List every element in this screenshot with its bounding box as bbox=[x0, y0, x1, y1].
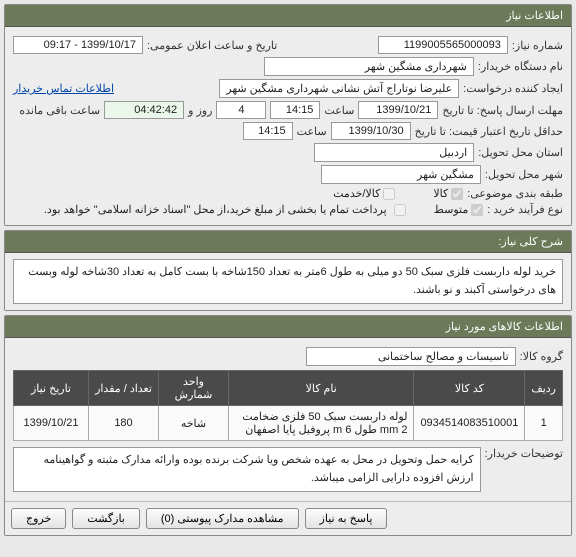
cell-date: 1399/10/21 bbox=[14, 406, 89, 441]
group-label: گروه کالا: bbox=[520, 350, 563, 363]
attachments-button[interactable]: مشاهده مدارک پیوستی (0) bbox=[146, 508, 299, 529]
table-row: 1 0934514083510001 لوله داربست سبک 50 فل… bbox=[14, 406, 563, 441]
chk-mid bbox=[471, 204, 483, 216]
validity-time: 14:15 bbox=[243, 122, 293, 140]
countdown: 04:42:42 bbox=[104, 101, 184, 119]
back-button[interactable]: بازگشت bbox=[72, 508, 140, 529]
chk-mid-wrap: متوسط bbox=[434, 203, 484, 216]
chk-goods bbox=[451, 188, 463, 200]
buyer-org-label: نام دستگاه خریدار: bbox=[478, 60, 563, 73]
need-desc-body: خرید لوله داربست فلزی سبک 50 دو میلی به … bbox=[5, 253, 571, 310]
cell-unit: شاخه bbox=[159, 406, 229, 441]
chk-note bbox=[394, 204, 406, 216]
buyer-contact-link[interactable]: اطلاعات تماس خریدار bbox=[13, 82, 114, 95]
need-items-body: گروه کالا: تاسیسات و مصالح ساختمانی ردیف… bbox=[5, 338, 571, 501]
col-name: نام کالا bbox=[229, 371, 414, 406]
chk-service bbox=[383, 188, 395, 200]
answer-button[interactable]: پاسخ به نیاز bbox=[305, 508, 388, 529]
col-qty: تعداد / مقدار bbox=[89, 371, 159, 406]
time-label-1: ساعت bbox=[324, 104, 354, 117]
group-value: تاسیسات و مصالح ساختمانی bbox=[306, 347, 516, 366]
budget-row-label: طبقه بندی موضوعی: bbox=[467, 187, 563, 200]
col-row: ردیف bbox=[525, 371, 563, 406]
delivery-state-label: استان محل تحویل: bbox=[478, 146, 563, 159]
process-label: نوع فرآیند خرید : bbox=[487, 203, 563, 216]
cell-code: 0934514083510001 bbox=[414, 406, 525, 441]
validity-date: 1399/10/30 bbox=[331, 122, 411, 140]
need-info-panel: اطلاعات نیاز شماره نیاز: 119900556500009… bbox=[4, 4, 572, 226]
announce-label: تاریخ و ساعت اعلان عمومی: bbox=[147, 39, 277, 52]
col-date: تاریخ نیاز bbox=[14, 371, 89, 406]
items-table: ردیف کد کالا نام کالا واحد شمارش تعداد /… bbox=[13, 370, 563, 441]
time-label-2: ساعت bbox=[297, 125, 327, 138]
buyer-org-value: شهرداری مشگین شهر bbox=[264, 57, 474, 76]
need-items-header: اطلاعات کالاهای مورد نیاز bbox=[5, 316, 571, 338]
col-unit: واحد شمارش bbox=[159, 371, 229, 406]
delivery-state: اردبیل bbox=[314, 143, 474, 162]
chk-service-label: کالا/خدمت bbox=[333, 187, 380, 200]
need-desc-header: شرح کلی نیاز: bbox=[5, 231, 571, 253]
need-no-value: 1199005565000093 bbox=[378, 36, 508, 54]
table-header-row: ردیف کد کالا نام کالا واحد شمارش تعداد /… bbox=[14, 371, 563, 406]
chk-note-wrap: پرداخت تمام یا بخشی از مبلغ خرید،از محل … bbox=[44, 203, 406, 216]
need-info-header: اطلاعات نیاز bbox=[5, 5, 571, 27]
chk-goods-wrap: کالا bbox=[433, 187, 463, 200]
deadline-date: 1399/10/21 bbox=[358, 101, 438, 119]
need-desc-text: خرید لوله داربست فلزی سبک 50 دو میلی به … bbox=[13, 259, 563, 304]
chk-goods-label: کالا bbox=[433, 187, 448, 200]
buyer-note-text: کرایه حمل وتحویل در محل به عهده شخص ویا … bbox=[13, 447, 481, 492]
need-items-panel: اطلاعات کالاهای مورد نیاز گروه کالا: تاس… bbox=[4, 315, 572, 536]
day-count: 4 bbox=[216, 101, 266, 119]
deadline-send-label: مهلت ارسال پاسخ: تا تاریخ bbox=[442, 104, 563, 117]
col-code: کد کالا bbox=[414, 371, 525, 406]
delivery-city-label: شهر محل تحویل: bbox=[485, 168, 563, 181]
announce-value: 1399/10/17 - 09:17 bbox=[13, 36, 143, 54]
cell-row: 1 bbox=[525, 406, 563, 441]
cell-name: لوله داربست سبک 50 فلزی ضخامت 2 mm طول 6… bbox=[229, 406, 414, 441]
need-no-label: شماره نیاز: bbox=[512, 39, 563, 52]
buyer-note-label: توضیحات خریدار: bbox=[485, 447, 563, 460]
remain-label: ساعت باقی مانده bbox=[19, 104, 100, 117]
delivery-city: مشگین شهر bbox=[321, 165, 481, 184]
validity-label: حداقل تاریخ اعتبار قیمت: تا تاریخ bbox=[415, 125, 563, 138]
creator-value: علیرضا نوتاراج آتش نشانی شهرداری مشگین ش… bbox=[219, 79, 459, 98]
deadline-time: 14:15 bbox=[270, 101, 320, 119]
creator-label: ایجاد کننده درخواست: bbox=[463, 82, 563, 95]
process-note: پرداخت تمام یا بخشی از مبلغ خرید،از محل … bbox=[44, 203, 387, 216]
chk-service-wrap: کالا/خدمت bbox=[333, 187, 395, 200]
need-info-body: شماره نیاز: 1199005565000093 تاریخ و ساع… bbox=[5, 27, 571, 225]
need-desc-panel: شرح کلی نیاز: خرید لوله داربست فلزی سبک … bbox=[4, 230, 572, 311]
cell-qty: 180 bbox=[89, 406, 159, 441]
footer-bar: پاسخ به نیاز مشاهده مدارک پیوستی (0) باز… bbox=[5, 501, 571, 535]
chk-mid-label: متوسط bbox=[434, 203, 469, 216]
day-and-label: روز و bbox=[188, 104, 212, 117]
exit-button[interactable]: خروج bbox=[11, 508, 66, 529]
